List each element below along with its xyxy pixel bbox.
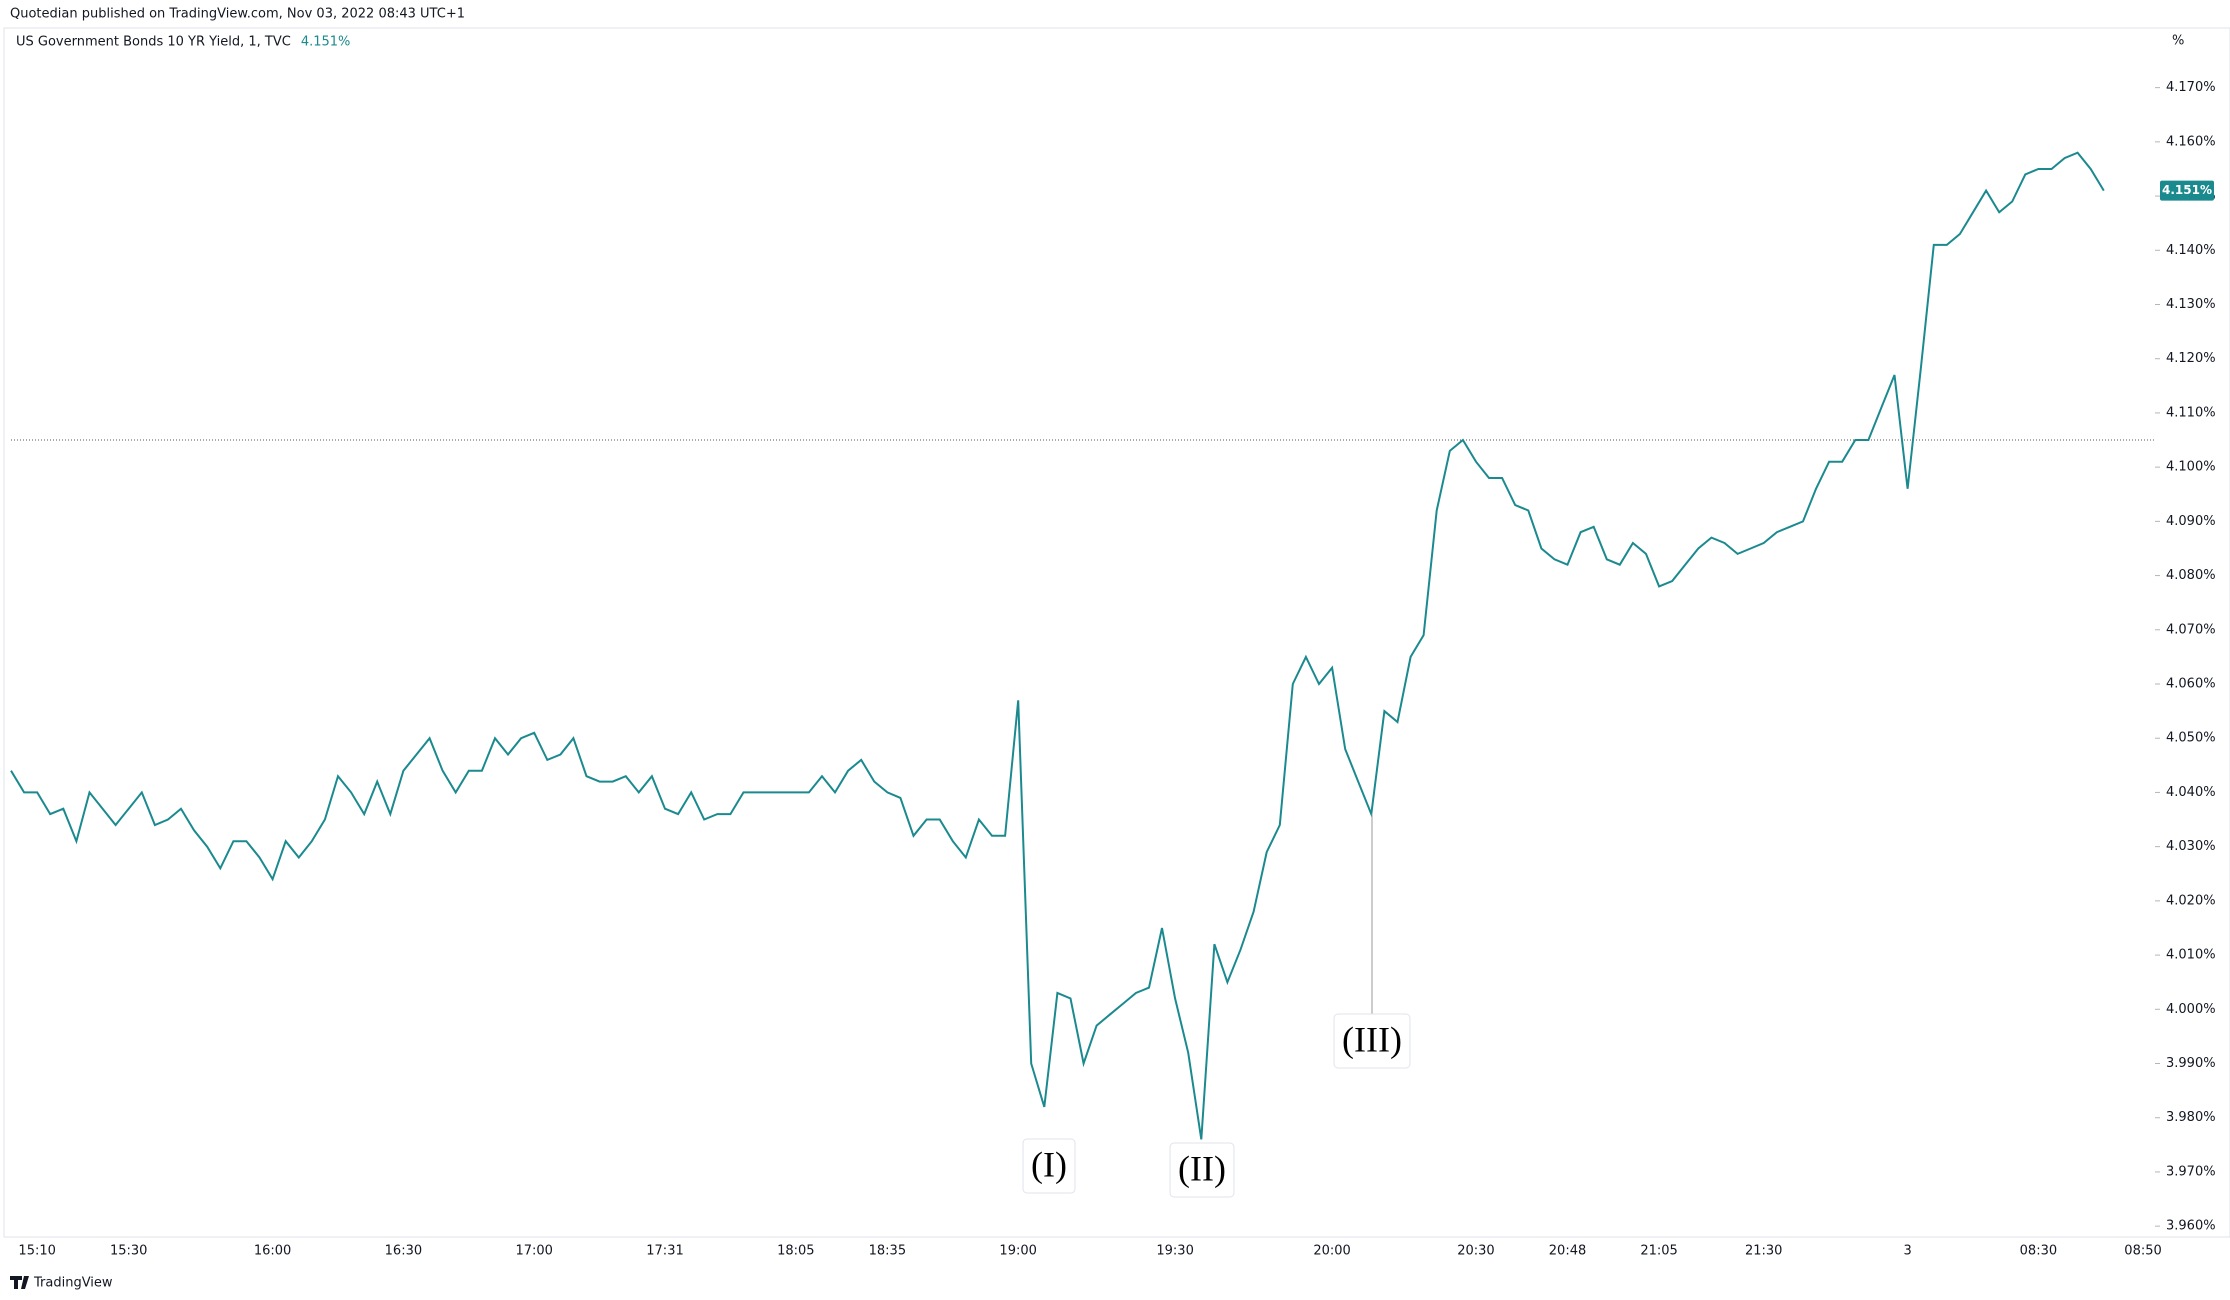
x-tick-label: 17:31: [646, 1244, 683, 1259]
y-tick-label: 4.030%: [2166, 839, 2216, 854]
x-tick-label: 20:00: [1313, 1244, 1350, 1259]
title-value: 4.151%: [301, 35, 351, 50]
wave-label: (II): [1178, 1148, 1226, 1188]
y-tick-label: 4.070%: [2166, 622, 2216, 637]
y-tick-label: 3.970%: [2166, 1164, 2216, 1179]
chart-title: US Government Bonds 10 YR Yield, 1, TVC: [16, 35, 291, 50]
x-tick-label: 21:05: [1640, 1244, 1677, 1259]
x-tick-label: 15:10: [18, 1244, 55, 1259]
wave-label-box: [1022, 1138, 1076, 1194]
x-tick-label: 18:05: [777, 1244, 814, 1259]
y-tick-label: 4.010%: [2166, 948, 2216, 963]
y-tick-label: 4.120%: [2166, 351, 2216, 366]
pane-border: [3, 27, 2230, 1238]
y-tick-label: 4.170%: [2166, 80, 2216, 95]
y-tick-label: 3.960%: [2166, 1219, 2216, 1234]
price-tag: [2160, 180, 2214, 201]
wave-label-box: [1169, 1142, 1235, 1198]
x-tick-label: 16:30: [385, 1244, 422, 1259]
x-tick-label: 19:30: [1156, 1244, 1193, 1259]
x-tick-label: 15:30: [110, 1244, 147, 1259]
wave-label: (III): [1342, 1019, 1402, 1059]
x-tick-label: 16:00: [254, 1244, 291, 1259]
x-tick-label: 19:00: [999, 1244, 1036, 1259]
x-tick-label: 3: [1903, 1244, 1911, 1259]
wave-label: (I): [1031, 1144, 1067, 1184]
y-unit: %: [2172, 34, 2184, 49]
y-tick-label: 4.100%: [2166, 460, 2216, 475]
x-tick-label: 20:48: [1549, 1244, 1586, 1259]
x-tick-label: 17:00: [515, 1244, 552, 1259]
y-tick-label: 4.110%: [2166, 405, 2216, 420]
y-tick-label: 4.080%: [2166, 568, 2216, 583]
y-tick-label: 3.990%: [2166, 1056, 2216, 1071]
y-tick-label: 4.160%: [2166, 134, 2216, 149]
price-tag-label: 4.151%: [2162, 183, 2212, 197]
y-tick-label: 4.000%: [2166, 1002, 2216, 1017]
x-tick-label: 20:30: [1457, 1244, 1494, 1259]
x-tick-label: 18:35: [869, 1244, 906, 1259]
y-tick-label: 4.040%: [2166, 785, 2216, 800]
logo: [10, 1276, 29, 1289]
y-tick-label: 4.050%: [2166, 731, 2216, 746]
y-tick-label: 4.090%: [2166, 514, 2216, 529]
published-note: Quotedian published on TradingView.com, …: [10, 7, 465, 22]
y-tick-label: 4.020%: [2166, 893, 2216, 908]
price-line: [10, 151, 2105, 1140]
y-tick-label: 3.980%: [2166, 1110, 2216, 1125]
y-tick-label: 4.060%: [2166, 677, 2216, 692]
x-tick-label: 08:30: [2020, 1244, 2057, 1259]
footer: TradingView: [33, 1276, 113, 1291]
wave-label-box: [1333, 1013, 1411, 1069]
y-tick-label: 4.140%: [2166, 243, 2216, 258]
x-tick-label: 08:50: [2124, 1244, 2161, 1259]
x-tick-label: 21:30: [1745, 1244, 1782, 1259]
y-tick-label: 4.130%: [2166, 297, 2216, 312]
